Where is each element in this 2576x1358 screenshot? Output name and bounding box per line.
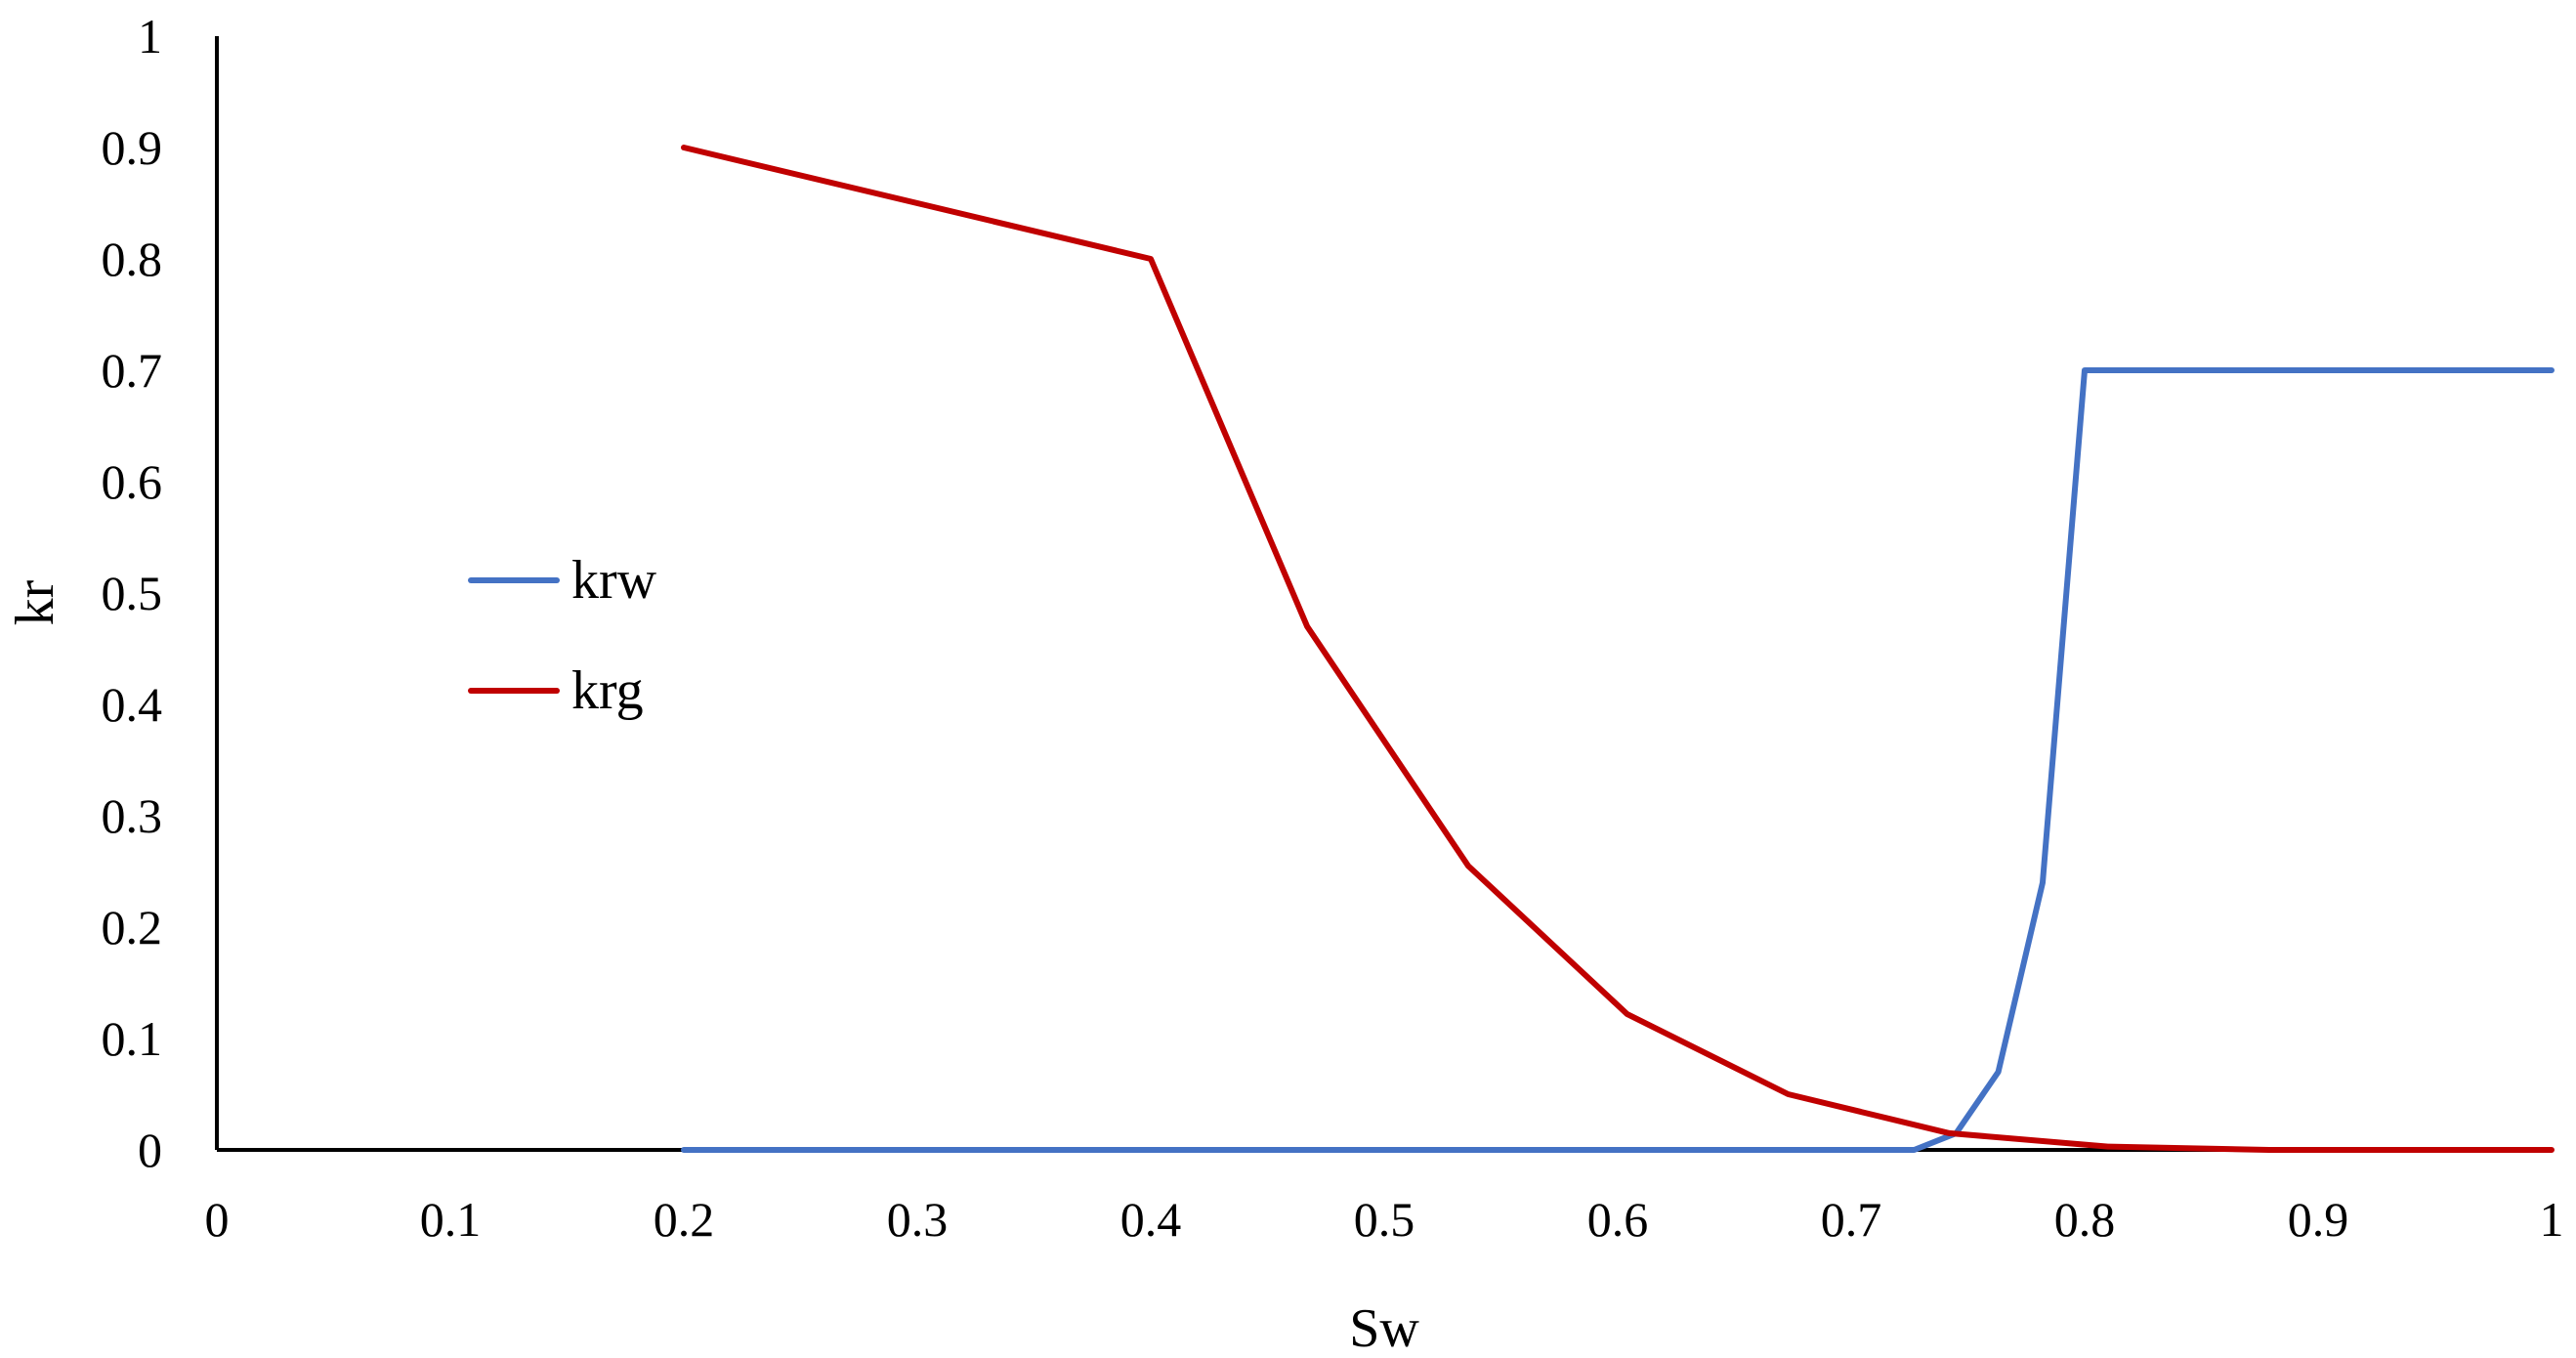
y-tick-label: 0.1 xyxy=(102,1011,163,1066)
y-tick-labels: 0 0.1 0.2 0.3 0.4 0.5 0.6 0.7 0.8 0.9 1 xyxy=(102,9,163,1177)
series-lines xyxy=(681,145,2555,1153)
x-tick-label: 0.7 xyxy=(1821,1192,1882,1247)
y-tick-label: 0.8 xyxy=(102,232,163,286)
x-tick-label: 0.9 xyxy=(2288,1192,2349,1247)
x-tick-label: 0 xyxy=(205,1192,230,1247)
legend-label-krg: krg xyxy=(571,660,644,721)
x-tick-label: 0.4 xyxy=(1120,1192,1182,1247)
y-tick-label: 0 xyxy=(138,1123,162,1177)
y-axis-title: kr xyxy=(5,579,65,625)
x-tick-label: 0.5 xyxy=(1354,1192,1415,1247)
x-axis-title: Sw xyxy=(1349,1298,1419,1358)
axes xyxy=(215,36,2552,1152)
series-line-krw xyxy=(681,367,2555,1153)
x-tick-label: 0.8 xyxy=(2054,1192,2116,1247)
y-tick-label: 0.6 xyxy=(102,454,163,509)
x-tick-label: 0.3 xyxy=(887,1192,949,1247)
y-tick-label: 0.9 xyxy=(102,120,163,175)
x-tick-labels: 0 0.1 0.2 0.3 0.4 0.5 0.6 0.7 0.8 0.9 1 xyxy=(205,1192,2564,1247)
x-tick-label: 1 xyxy=(2540,1192,2564,1247)
y-tick-label: 1 xyxy=(138,9,162,64)
x-tick-label: 0.1 xyxy=(420,1192,482,1247)
y-tick-label: 0.5 xyxy=(102,566,163,620)
x-tick-label: 0.2 xyxy=(654,1192,715,1247)
legend-label-krw: krw xyxy=(571,550,657,611)
y-tick-label: 0.2 xyxy=(102,900,163,955)
y-tick-label: 0.4 xyxy=(102,677,163,732)
series-line-krg xyxy=(681,145,2555,1153)
x-tick-label: 0.6 xyxy=(1587,1192,1649,1247)
y-tick-label: 0.7 xyxy=(102,343,163,398)
y-tick-label: 0.3 xyxy=(102,788,163,843)
legend: krw krg xyxy=(468,550,657,721)
